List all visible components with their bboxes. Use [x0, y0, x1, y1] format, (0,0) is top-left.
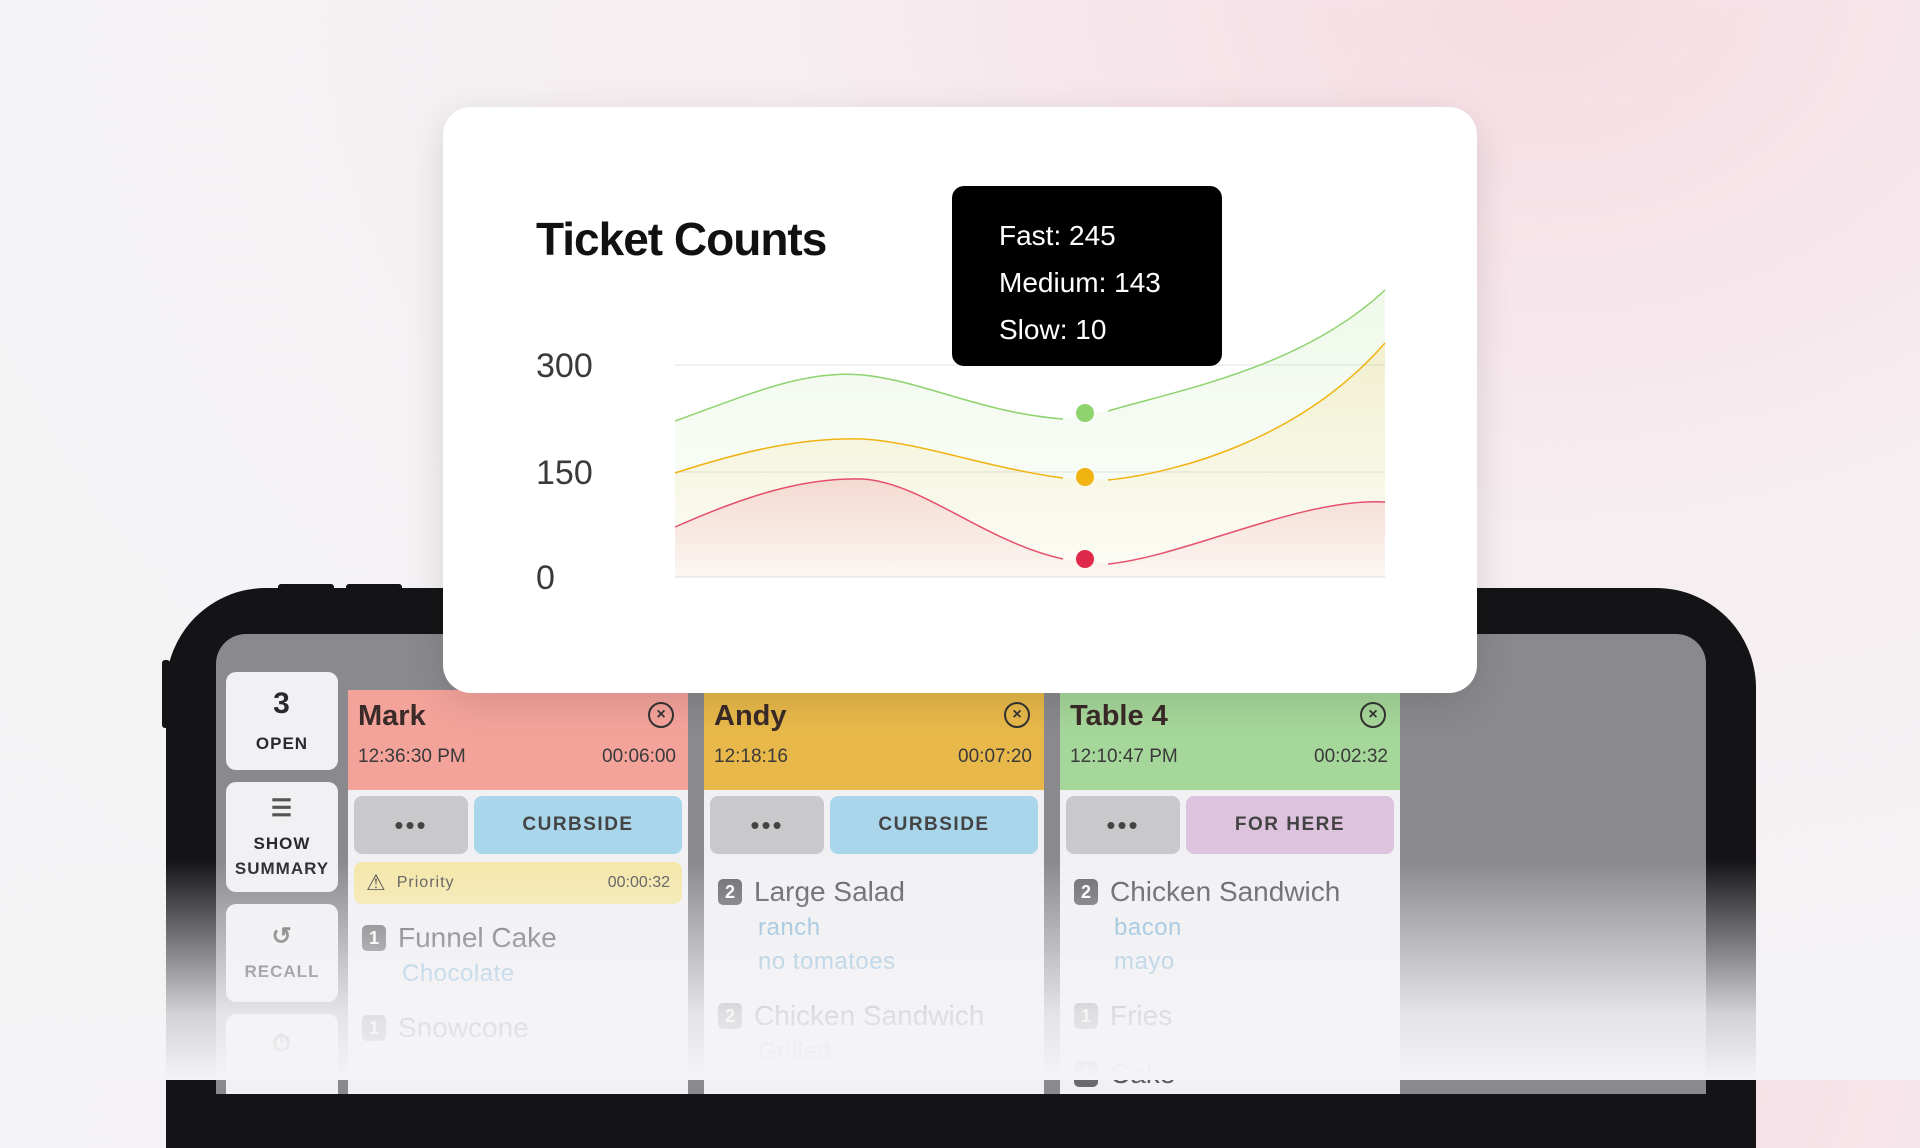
- item-quantity: 1: [1074, 1003, 1098, 1029]
- more-button[interactable]: •••: [710, 796, 824, 854]
- ticket-name: Mark: [358, 700, 426, 732]
- show-summary-button[interactable]: ☰ SHOW SUMMARY: [226, 782, 338, 892]
- recall-button[interactable]: ↺ RECALL: [226, 904, 338, 1002]
- ticket-elapsed: 00:06:00: [602, 746, 676, 767]
- y-tick-label: 150: [536, 454, 593, 492]
- item-name: Chicken Sandwich: [1110, 876, 1341, 907]
- item-quantity: 2: [718, 1003, 742, 1029]
- item-quantity: 1: [362, 925, 386, 951]
- list-item[interactable]: 1 Snowcone: [362, 1012, 688, 1044]
- slow-area: [675, 478, 1385, 577]
- item-quantity: 1: [362, 1015, 386, 1041]
- ticket-counts-card: Ticket Counts 300 150 0 Fast: 245 Medium…: [443, 107, 1477, 693]
- priority-banner: ⚠ Priority 00:00:32: [354, 862, 682, 904]
- more-button[interactable]: •••: [354, 796, 468, 854]
- recall-label: RECALL: [244, 962, 320, 981]
- item-name: Large Salad: [754, 876, 906, 907]
- open-label: OPEN: [255, 733, 309, 753]
- fast-point[interactable]: [1076, 404, 1094, 422]
- ticket-header: Andy × 12:18:16 00:07:20: [704, 690, 1044, 790]
- close-icon[interactable]: ×: [648, 702, 674, 728]
- ticket-counts-chart: [674, 289, 1386, 578]
- item-quantity: 2: [1074, 879, 1098, 905]
- list-item[interactable]: 1 Cake: [1074, 1058, 1400, 1090]
- medium-point[interactable]: [1076, 468, 1094, 486]
- recall-icon: ↺: [271, 923, 293, 950]
- item-name: Chicken Sandwich: [754, 1000, 985, 1031]
- slow-series-line: [674, 478, 1064, 560]
- list-item[interactable]: 1 Funnel Cake: [362, 922, 688, 954]
- ticket-actions: ••• CURBSIDE: [348, 790, 688, 854]
- ticket-time: 12:36:30 PM: [358, 746, 466, 767]
- order-type-button[interactable]: FOR HERE: [1186, 796, 1394, 854]
- item-name: Cake: [1110, 1058, 1176, 1089]
- kds-screen: 3 OPEN ☰ SHOW SUMMARY ↺ RECALL ⏱ Mark × …: [216, 634, 1706, 1094]
- left-rail: 3 OPEN ☰ SHOW SUMMARY ↺ RECALL ⏱: [226, 672, 338, 1094]
- ticket-mark[interactable]: Mark × 12:36:30 PM 00:06:00 ••• CURBSIDE…: [348, 690, 688, 1094]
- ticket-header: Table 4 × 12:10:47 PM 00:02:32: [1060, 690, 1400, 790]
- y-tick-label: 300: [536, 347, 593, 385]
- close-icon[interactable]: ×: [1360, 702, 1386, 728]
- slow-point[interactable]: [1076, 550, 1094, 568]
- ticket-actions: ••• CURBSIDE: [704, 790, 1044, 854]
- item-modifier: bacon: [1114, 914, 1182, 941]
- timer-button[interactable]: ⏱: [226, 1014, 338, 1094]
- ticket-andy[interactable]: Andy × 12:18:16 00:07:20 ••• CURBSIDE 2 …: [704, 690, 1044, 1094]
- ticket-table-4[interactable]: Table 4 × 12:10:47 PM 00:02:32 ••• FOR H…: [1060, 690, 1400, 1094]
- priority-label: Priority: [396, 874, 455, 891]
- item-name: Funnel Cake: [398, 922, 557, 953]
- ticket-elapsed: 00:02:32: [1314, 746, 1388, 767]
- y-tick-label: 0: [536, 559, 555, 597]
- more-button[interactable]: •••: [1066, 796, 1180, 854]
- fast-series-line-right: [1107, 289, 1386, 412]
- ticket-time: 12:10:47 PM: [1070, 746, 1178, 767]
- ticket-elapsed: 00:07:20: [958, 746, 1032, 767]
- medium-series-line: [674, 438, 1064, 479]
- priority-time: 00:00:32: [607, 874, 670, 891]
- item-quantity: 2: [718, 879, 742, 905]
- list-icon: ☰: [270, 794, 294, 822]
- slow-series-line-right: [1107, 500, 1386, 565]
- item-name: Snowcone: [398, 1012, 529, 1043]
- chart-title: Ticket Counts: [536, 213, 827, 265]
- item-modifier: mayo: [1114, 948, 1175, 975]
- tooltip-medium: Medium: 143: [999, 267, 1161, 298]
- tooltip-slow: Slow: 10: [999, 314, 1107, 345]
- open-count: 3: [273, 686, 291, 720]
- open-orders-button[interactable]: 3 OPEN: [226, 672, 338, 770]
- ticket-name: Andy: [714, 700, 787, 732]
- ticket-time: 12:18:16: [714, 746, 788, 767]
- item-modifier: no tomatoes: [758, 948, 896, 975]
- list-item[interactable]: 1 Fries: [1074, 1000, 1400, 1032]
- item-modifier: ranch: [758, 914, 821, 941]
- fast-series-line: [674, 373, 1064, 422]
- list-item[interactable]: 2 Chicken Sandwich: [718, 1000, 1044, 1032]
- tooltip-fast: Fast: 245: [999, 220, 1116, 251]
- order-type-button[interactable]: CURBSIDE: [474, 796, 682, 854]
- chart-tooltip: Fast: 245 Medium: 143 Slow: 10: [952, 186, 1222, 366]
- list-item[interactable]: 2 Large Salad: [718, 876, 1044, 908]
- stopwatch-icon: ⏱: [272, 1030, 292, 1057]
- item-modifier: Grilled: [758, 1038, 831, 1065]
- order-type-button[interactable]: CURBSIDE: [830, 796, 1038, 854]
- list-item[interactable]: 2 Chicken Sandwich: [1074, 876, 1400, 908]
- medium-series-line-right: [1107, 342, 1386, 481]
- ticket-name: Table 4: [1070, 700, 1168, 732]
- item-name: Fries: [1110, 1000, 1173, 1031]
- item-quantity: 1: [1074, 1061, 1098, 1087]
- close-icon[interactable]: ×: [1004, 702, 1030, 728]
- ticket-header: Mark × 12:36:30 PM 00:06:00: [348, 690, 688, 790]
- warning-icon: ⚠: [366, 870, 387, 895]
- ticket-actions: ••• FOR HERE: [1060, 790, 1400, 854]
- item-modifier: Chocolate: [402, 960, 515, 987]
- show-summary-label: SHOW SUMMARY: [234, 833, 330, 878]
